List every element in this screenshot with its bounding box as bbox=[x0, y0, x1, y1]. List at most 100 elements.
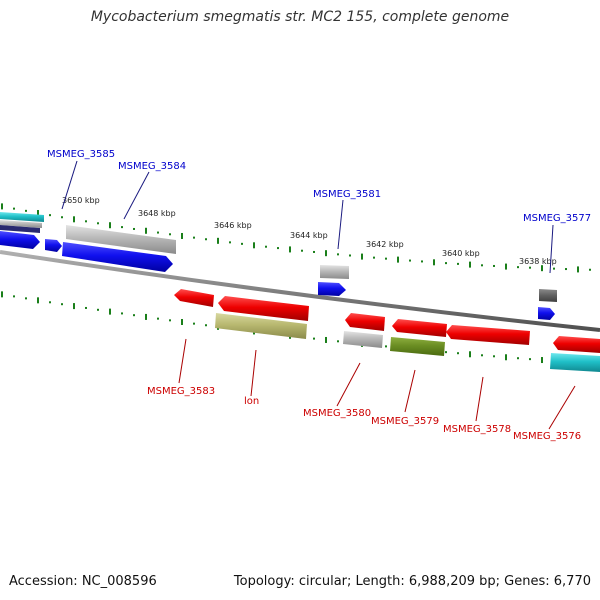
gene-arrow-navy[interactable] bbox=[0, 225, 40, 233]
scale-label: 3640 kbp bbox=[442, 249, 480, 258]
tick-mark-minor bbox=[25, 297, 27, 300]
tick-mark-minor bbox=[493, 355, 495, 358]
tick-mark-minor bbox=[517, 266, 519, 269]
gene-label-msmeg-3585[interactable]: MSMEG_3585 bbox=[47, 149, 115, 160]
tick-mark-minor bbox=[265, 245, 267, 248]
tick-mark-major bbox=[325, 336, 327, 343]
gene-arrow-gray[interactable] bbox=[320, 265, 349, 279]
tick-mark-minor bbox=[193, 236, 195, 239]
forward-genes bbox=[0, 212, 557, 320]
tick-mark-major bbox=[469, 351, 471, 358]
tick-mark-major bbox=[541, 357, 543, 364]
tick-mark-minor bbox=[481, 354, 483, 357]
tick-mark-major bbox=[73, 303, 75, 310]
gene-arrow-red[interactable] bbox=[345, 313, 385, 331]
reverse-leader-lines bbox=[178, 338, 576, 430]
tick-mark-major bbox=[109, 222, 111, 229]
tick-mark-minor bbox=[373, 256, 375, 259]
gene-arrow-red[interactable] bbox=[553, 336, 600, 353]
tick-mark-major bbox=[1, 291, 3, 298]
tick-mark-minor bbox=[157, 317, 159, 320]
scale-label: 3642 kbp bbox=[366, 240, 404, 249]
tick-mark-minor bbox=[589, 268, 591, 271]
tick-mark-minor bbox=[121, 312, 123, 315]
gene-label-msmeg-3583[interactable]: MSMEG_3583 bbox=[147, 386, 215, 397]
gene-label-msmeg-3578[interactable]: MSMEG_3578 bbox=[443, 424, 511, 435]
tick-mark-major bbox=[253, 242, 255, 249]
gene-arrow-blue[interactable] bbox=[538, 307, 555, 320]
tick-mark-minor bbox=[445, 262, 447, 265]
tick-mark-minor bbox=[61, 216, 63, 219]
gene-arrow-red[interactable] bbox=[174, 289, 214, 307]
tick-mark-minor bbox=[97, 308, 99, 311]
gene-arrow-gray[interactable] bbox=[66, 225, 176, 254]
tick-mark-major bbox=[37, 297, 39, 304]
tick-mark-major bbox=[289, 246, 291, 253]
gene-arrow-cyan[interactable] bbox=[0, 212, 44, 222]
tick-row-outer bbox=[1, 203, 591, 273]
genome-backbone bbox=[0, 250, 600, 332]
tick-mark-minor bbox=[121, 226, 123, 229]
accession-text: Accession: NC_008596 bbox=[9, 574, 157, 589]
genome-summary-text: Topology: circular; Length: 6,988,209 bp… bbox=[233, 574, 591, 589]
tick-mark-minor bbox=[277, 247, 279, 250]
scale-labels: 3650 kbp 3648 kbp 3646 kbp 3644 kbp 3642… bbox=[62, 196, 557, 266]
tick-mark-minor bbox=[553, 267, 555, 270]
tick-mark-minor bbox=[313, 337, 315, 340]
gene-arrow-red[interactable] bbox=[446, 325, 530, 345]
tick-mark-minor bbox=[517, 357, 519, 360]
tick-mark-minor bbox=[529, 358, 531, 361]
gene-arrow-blue[interactable] bbox=[62, 242, 173, 272]
tick-mark-minor bbox=[445, 351, 447, 354]
tick-mark-minor bbox=[85, 220, 87, 223]
tick-mark-minor bbox=[13, 295, 15, 298]
gene-arrow-red[interactable] bbox=[218, 296, 309, 321]
reverse-genes bbox=[174, 289, 600, 372]
tick-mark-minor bbox=[409, 259, 411, 262]
tick-mark-major bbox=[1, 203, 3, 210]
tick-mark-minor bbox=[97, 222, 99, 225]
gene-label-lon[interactable]: lon bbox=[244, 396, 259, 407]
gene-arrow-gray[interactable] bbox=[343, 331, 383, 348]
tick-mark-major bbox=[361, 253, 363, 260]
tick-mark-minor bbox=[481, 264, 483, 267]
gene-label-msmeg-3577[interactable]: MSMEG_3577 bbox=[523, 213, 591, 224]
gene-arrow-green[interactable] bbox=[390, 337, 445, 356]
scale-label: 3648 kbp bbox=[138, 209, 176, 218]
tick-mark-minor bbox=[457, 262, 459, 265]
tick-mark-major bbox=[505, 354, 507, 361]
gene-arrow-gray[interactable] bbox=[0, 220, 42, 228]
tick-mark-minor bbox=[133, 227, 135, 230]
scale-label: 3650 kbp bbox=[62, 196, 100, 205]
tick-mark-minor bbox=[229, 241, 231, 244]
tick-mark-minor bbox=[241, 242, 243, 245]
gene-label-msmeg-3581[interactable]: MSMEG_3581 bbox=[313, 189, 381, 200]
tick-mark-minor bbox=[301, 249, 303, 252]
gene-label-msmeg-3579[interactable]: MSMEG_3579 bbox=[371, 416, 439, 427]
tick-mark-major bbox=[145, 313, 147, 320]
tick-mark-minor bbox=[193, 322, 195, 325]
tick-mark-minor bbox=[337, 340, 339, 343]
gene-arrow-red[interactable] bbox=[392, 319, 447, 337]
tick-mark-minor bbox=[49, 301, 51, 304]
gene-label-msmeg-3584[interactable]: MSMEG_3584 bbox=[118, 161, 186, 172]
reverse-gene-labels: MSMEG_3583 lon MSMEG_3580 MSMEG_3579 MSM… bbox=[147, 386, 581, 442]
gene-arrow-cyan[interactable] bbox=[550, 353, 600, 372]
tick-mark-major bbox=[397, 256, 399, 263]
gene-label-msmeg-3580[interactable]: MSMEG_3580 bbox=[303, 408, 371, 419]
gene-arrow-blue[interactable] bbox=[45, 239, 62, 252]
tick-mark-minor bbox=[337, 253, 339, 256]
tick-mark-minor bbox=[157, 231, 159, 234]
gene-arrow-darkgray[interactable] bbox=[539, 289, 557, 302]
gene-arrow-blue[interactable] bbox=[318, 282, 346, 296]
tick-mark-major bbox=[325, 250, 327, 257]
gene-arrow-blue[interactable] bbox=[0, 231, 40, 249]
tick-mark-minor bbox=[85, 306, 87, 309]
tick-mark-minor bbox=[25, 209, 27, 212]
gene-label-msmeg-3576[interactable]: MSMEG_3576 bbox=[513, 431, 581, 442]
gene-arrow-olive[interactable] bbox=[215, 313, 307, 339]
scale-label: 3644 kbp bbox=[290, 231, 328, 240]
forward-gene-labels: MSMEG_3585 MSMEG_3584 MSMEG_3581 MSMEG_3… bbox=[47, 149, 591, 224]
tick-mark-major bbox=[541, 265, 543, 272]
